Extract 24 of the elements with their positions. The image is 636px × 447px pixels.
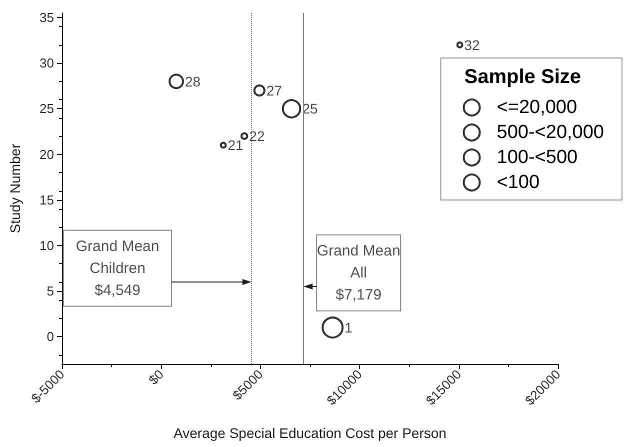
y-tick-label: 10 bbox=[40, 238, 54, 253]
y-tick-label: 0 bbox=[46, 329, 54, 344]
x-axis-title: Average Special Education Cost per Person bbox=[174, 425, 446, 441]
legend-label: <100 bbox=[496, 172, 540, 193]
ref-line-label: Grand Mean All $7,179 bbox=[316, 242, 400, 304]
y-tick-label: 35 bbox=[40, 10, 54, 26]
y-tick-label: 15 bbox=[40, 192, 54, 208]
y-tick-label: 30 bbox=[40, 56, 54, 71]
legend-label: 100-<500 bbox=[496, 147, 578, 168]
data-label: 28 bbox=[184, 73, 201, 90]
y-tick-label: 25 bbox=[40, 101, 54, 116]
data-label: 27 bbox=[266, 82, 282, 98]
legend-label: 500-<20,000 bbox=[496, 122, 604, 143]
y-tick-label: 5 bbox=[46, 284, 54, 299]
data-label: 32 bbox=[464, 36, 480, 53]
y-tick-label: 20 bbox=[40, 146, 54, 162]
legend-label: <=20,000 bbox=[496, 97, 578, 118]
y-axis-title: Study Number bbox=[7, 143, 23, 234]
legend-title: Sample Size bbox=[464, 66, 581, 88]
ref-line-label: Grand Mean Children $4,549 bbox=[76, 238, 160, 299]
data-label: 22 bbox=[249, 128, 265, 144]
data-label: 21 bbox=[228, 137, 244, 154]
data-label: 1 bbox=[344, 320, 353, 336]
x-tick-label: $0 bbox=[146, 366, 167, 388]
